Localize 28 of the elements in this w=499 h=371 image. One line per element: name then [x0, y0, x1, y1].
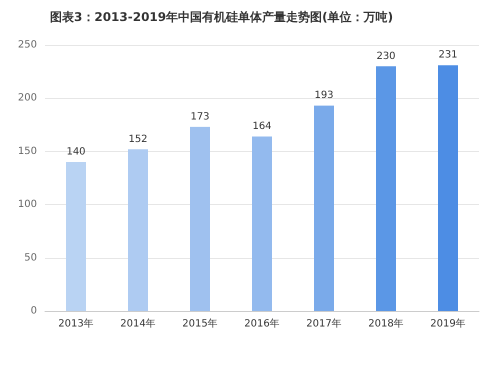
chart-title: 图表3：2013-2019年中国有机硅单体产量走势图(单位：万吨) [50, 10, 394, 24]
y-tick-label: 200 [18, 92, 37, 104]
bar [190, 126, 210, 311]
bar [252, 136, 272, 311]
y-tick-label: 50 [24, 252, 37, 264]
bar [128, 149, 148, 311]
bar [438, 65, 458, 311]
x-tick-label: 2018年 [368, 318, 404, 330]
x-tick-label: 2017年 [306, 318, 342, 330]
data-label: 173 [190, 111, 210, 122]
x-tick-label: 2015年 [182, 318, 218, 330]
y-tick-label: 250 [18, 40, 37, 50]
data-label: 193 [314, 90, 334, 102]
x-tick-label: 2019年 [430, 318, 466, 330]
data-label: 140 [66, 146, 86, 158]
bar [314, 106, 334, 311]
data-label: 231 [438, 50, 458, 61]
x-tick-label: 2014年 [120, 318, 156, 330]
y-tick-label: 0 [30, 306, 37, 316]
data-label: 152 [128, 134, 148, 145]
bar [376, 66, 396, 311]
y-tick-label: 150 [18, 146, 37, 157]
x-tick-label: 2013年 [58, 318, 94, 330]
data-label: 164 [252, 121, 272, 132]
data-label: 230 [376, 50, 396, 62]
y-tick-label: 100 [18, 199, 37, 210]
x-tick-label: 2016年 [244, 318, 280, 330]
bar [66, 162, 86, 311]
